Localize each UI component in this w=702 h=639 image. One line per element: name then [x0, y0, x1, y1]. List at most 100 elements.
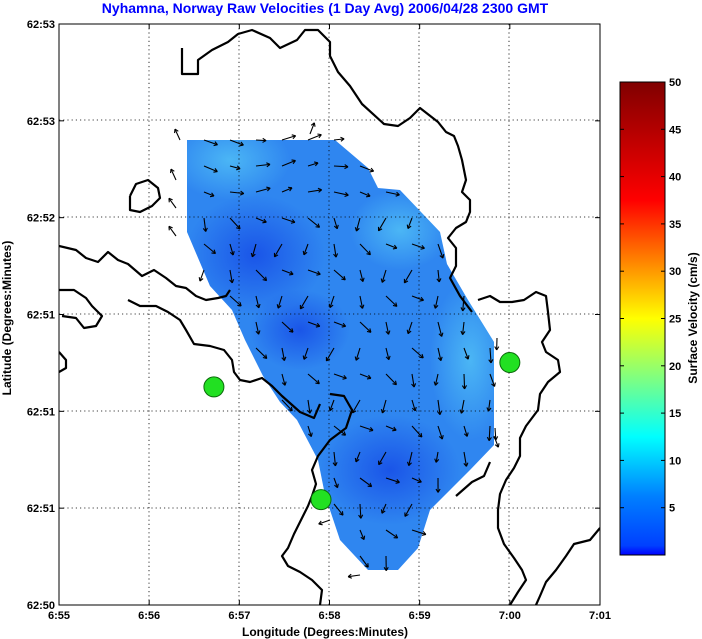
velocity-arrow-head: [317, 187, 322, 191]
velocity-arrow: [359, 373, 372, 379]
colorbar-tick-label: 5: [669, 503, 675, 515]
velocity-arrow: [203, 139, 218, 146]
velocity-arrow-head: [329, 304, 334, 309]
velocity-arrow-head: [288, 330, 294, 333]
velocity-arrow: [463, 347, 469, 360]
velocity-arrow: [411, 399, 416, 412]
y-tick-label: 62:53: [27, 116, 55, 128]
velocity-arrow-head: [421, 353, 424, 359]
velocity-arrow-head: [313, 122, 316, 127]
velocity-arrow-head: [255, 330, 260, 335]
velocity-arrow-head: [383, 566, 387, 571]
velocity-arrow-head: [411, 407, 416, 412]
velocity-arrow: [333, 165, 349, 168]
velocity-arrow-head: [417, 481, 422, 484]
velocity-arrow-head: [343, 374, 347, 379]
velocity-arrow-head: [239, 302, 242, 307]
velocity-arrow: [307, 217, 320, 228]
velocity-arrow: [251, 243, 257, 258]
velocity-arrow: [203, 243, 216, 254]
velocity-arrow-head: [488, 437, 492, 441]
velocity-arrow: [385, 477, 400, 483]
velocity-arrow: [325, 347, 335, 362]
velocity-arrow: [359, 243, 371, 256]
colorbar-tick-label: 45: [669, 124, 681, 136]
velocity-arrow-head: [438, 333, 443, 337]
velocity-arrow-head: [310, 122, 315, 126]
velocity-arrow-head: [495, 436, 499, 441]
velocity-arrow-head: [360, 514, 364, 519]
velocity-arrow-head: [364, 565, 369, 568]
velocity-arrow-head: [378, 462, 383, 466]
velocity-arrow-head: [395, 534, 399, 539]
velocity-arrow-head: [417, 435, 423, 438]
colorbar-label: Surface Velocity (cm/s): [686, 252, 700, 383]
velocity-arrow: [277, 295, 283, 309]
velocity-arrow-head: [209, 195, 215, 198]
velocity-arrow-head: [438, 436, 443, 440]
velocity-arrow: [203, 217, 207, 232]
colorbar-tick-label: 15: [669, 408, 681, 420]
velocity-arrow-head: [407, 461, 410, 466]
velocity-arrow-head: [396, 479, 400, 483]
velocity-arrow-head: [239, 193, 245, 196]
y-tick-label: 62:53: [27, 19, 55, 31]
velocity-arrow-head: [309, 409, 313, 414]
velocity-arrow-head: [317, 270, 321, 275]
velocity-arrow-head: [466, 432, 469, 437]
velocity-arrow-head: [333, 225, 338, 230]
velocity-arrow-head: [198, 277, 201, 282]
y-tick-label: 62:51: [27, 503, 55, 515]
velocity-arrow-head: [333, 253, 337, 258]
velocity-arrow-head: [290, 270, 294, 275]
velocity-arrow-head: [265, 354, 268, 359]
velocity-arrow: [281, 373, 286, 386]
velocity-arrow-head: [465, 462, 469, 467]
velocity-arrow-head: [168, 225, 173, 229]
velocity-arrow: [255, 139, 267, 142]
velocity-arrow: [385, 295, 398, 307]
velocity-arrow-head: [382, 409, 386, 414]
velocity-arrow-head: [214, 168, 218, 172]
velocity-arrow-head: [385, 331, 389, 335]
velocity-arrow-head: [460, 409, 465, 414]
velocity-arrow-head: [318, 134, 322, 139]
velocity-arrow-head: [419, 299, 424, 302]
velocity-arrow-head: [318, 520, 322, 525]
velocity-arrow: [381, 503, 387, 514]
velocity-arrow-head: [459, 409, 462, 414]
velocity-arrow-head: [341, 434, 346, 436]
velocity-arrow: [385, 347, 390, 360]
colorbar-ticks: 5 10 15 20 25 30 35 40 45 50: [620, 77, 681, 515]
x-tick-label: 7:01: [589, 610, 611, 622]
velocity-arrow-head: [381, 279, 386, 283]
velocity-arrow: [333, 477, 339, 488]
velocity-arrow: [385, 321, 390, 335]
velocity-arrow: [203, 191, 215, 197]
velocity-arrow: [174, 128, 181, 141]
y-axis-label: Latitude (Degrees:Minutes): [0, 241, 14, 396]
velocity-arrow-head: [393, 244, 398, 249]
velocity-arrow-head: [413, 383, 417, 388]
velocity-arrow: [255, 295, 260, 308]
velocity-arrow: [318, 519, 331, 525]
velocity-arrow-head: [250, 252, 253, 258]
colorbar-gradient: [619, 81, 666, 556]
x-tick-label: 6:57: [228, 610, 250, 622]
velocity-arrow-head: [395, 481, 400, 484]
velocity-arrow-head: [240, 190, 245, 194]
velocity-arrow: [463, 425, 468, 437]
velocity-arrow-head: [202, 228, 207, 232]
velocity-arrow-head: [437, 411, 441, 416]
velocity-arrow: [274, 243, 283, 258]
velocity-arrow-head: [277, 305, 282, 309]
velocity-arrow-head: [335, 253, 339, 258]
velocity-arrow: [359, 321, 372, 333]
velocity-arrow-head: [381, 510, 386, 514]
velocity-arrow-head: [366, 195, 371, 198]
velocity-arrow: [307, 425, 312, 437]
velocity-arrow: [404, 503, 413, 517]
velocity-arrow: [307, 189, 322, 193]
colorbar-tick-label: 20: [669, 361, 681, 373]
velocity-arrow-head: [341, 278, 346, 281]
